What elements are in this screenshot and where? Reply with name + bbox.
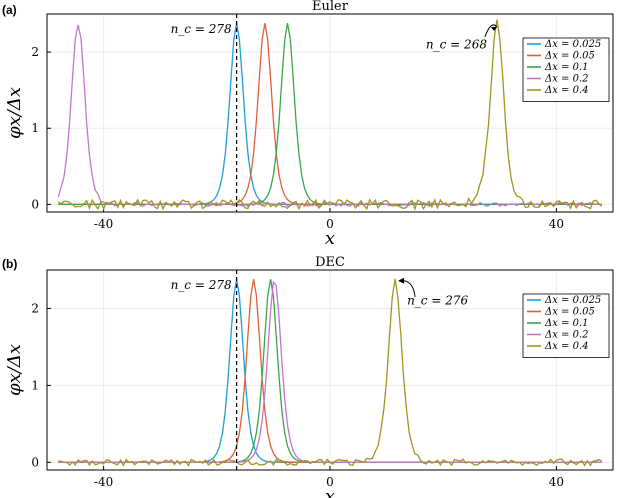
x-axis-label: x — [325, 486, 335, 498]
panel-label: (a) — [2, 3, 17, 17]
x-tick-label: -40 — [94, 217, 113, 231]
annotation-arrow — [484, 24, 498, 38]
legend-label: Δx = 0.1 — [544, 62, 589, 73]
y-tick-label: 2 — [31, 301, 39, 315]
annotation-arrowhead — [490, 26, 497, 31]
legend-label: Δx = 0.4 — [544, 85, 589, 96]
y-tick-label: 1 — [31, 378, 39, 392]
legend-box — [522, 37, 610, 102]
annotation-nc-left: n_c = 278 — [171, 278, 232, 292]
panel-a: -40 0 40 0 1 2 (a) Euler x φx/Δx n_c = 278 n_c = 26… — [2, 0, 614, 249]
series-line — [58, 278, 603, 467]
series-group — [57, 19, 603, 211]
annotation-nc-left: n_c = 278 — [171, 22, 232, 36]
y-axis-label: φx/Δx — [4, 344, 25, 396]
y-tick-label: 0 — [31, 455, 39, 469]
legend-label: Δx = 0.1 — [544, 318, 589, 329]
annotation-nc-right: n_c = 268 — [426, 37, 487, 51]
annotation-arrowhead — [398, 277, 405, 284]
chart-title: DEC — [315, 255, 345, 270]
y-tick-label: 0 — [31, 197, 39, 211]
legend-label: Δx = 0.025 — [544, 295, 601, 306]
legend-label: Δx = 0.4 — [544, 341, 589, 352]
legend-label: Δx = 0.05 — [544, 51, 595, 62]
x-tick-label: 40 — [549, 217, 564, 231]
y-tick-label: 1 — [31, 121, 39, 135]
y-tick-label: 2 — [31, 45, 39, 59]
series-line — [57, 24, 603, 208]
panel-b: -40 0 40 0 1 2 (b) DEC x φx/Δx n_c = 278 n_c = 276 Δ… — [2, 255, 614, 498]
chart-title: Euler — [312, 0, 349, 14]
x-axis-label: x — [325, 228, 335, 249]
legend-label: Δx = 0.2 — [544, 330, 589, 341]
y-axis-label: φx/Δx — [4, 87, 25, 139]
annotation-nc-right: n_c = 276 — [407, 294, 468, 308]
legend-box — [522, 293, 610, 358]
x-tick-label: 0 — [326, 217, 334, 231]
legend-label: Δx = 0.05 — [544, 307, 595, 318]
series-line — [57, 19, 603, 211]
series-group — [58, 278, 603, 467]
panel-label: (b) — [2, 257, 17, 271]
x-tick-label: 0 — [326, 475, 334, 489]
legend-label: Δx = 0.025 — [544, 39, 601, 50]
x-tick-label: 40 — [549, 475, 564, 489]
legend-label: Δx = 0.2 — [544, 74, 589, 85]
x-tick-label: -40 — [94, 475, 113, 489]
